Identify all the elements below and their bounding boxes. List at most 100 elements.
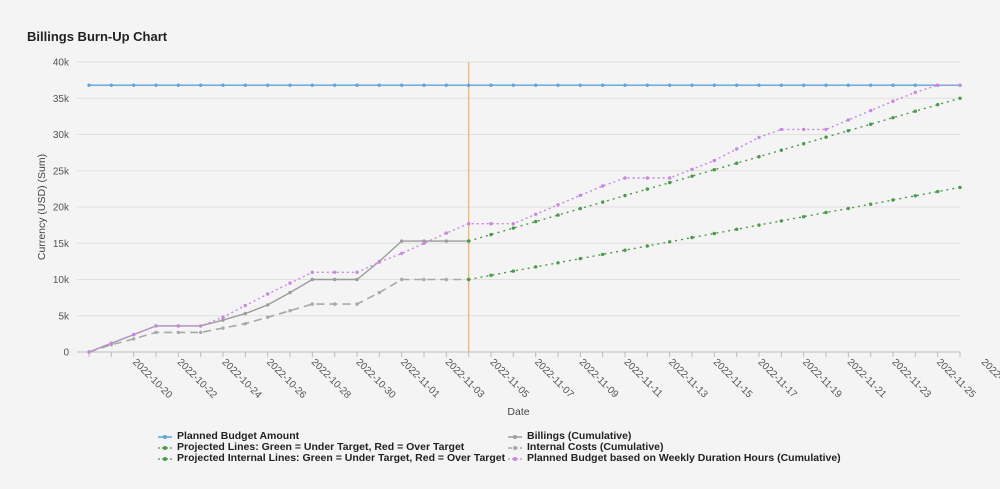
data-point xyxy=(534,219,538,224)
data-point xyxy=(467,222,471,226)
legend-item-internal-costs[interactable]: Internal Costs (Cumulative) xyxy=(508,441,664,453)
data-point xyxy=(779,219,783,223)
data-point xyxy=(444,239,448,243)
data-point xyxy=(958,96,962,101)
data-point xyxy=(824,135,828,139)
x-tick-label: 2022-10-30 xyxy=(353,357,397,401)
data-point xyxy=(891,83,895,87)
y-tick-label: 5k xyxy=(58,311,70,322)
data-point xyxy=(132,332,136,337)
data-point xyxy=(668,83,672,87)
data-point xyxy=(511,222,515,226)
data-point xyxy=(310,270,314,274)
y-tick-label: 25k xyxy=(53,166,70,177)
data-point xyxy=(221,83,225,87)
x-tick-label: 2022-11-09 xyxy=(577,357,621,401)
data-point xyxy=(802,215,806,219)
data-point xyxy=(154,324,158,328)
data-point xyxy=(913,83,917,87)
data-point xyxy=(377,260,381,264)
legend-swatch xyxy=(158,443,172,451)
legend-item-planned-budget[interactable]: Planned Budget Amount xyxy=(158,430,299,442)
data-point xyxy=(668,180,672,185)
legend-label: Planned Budget Amount xyxy=(177,430,300,442)
data-point xyxy=(601,184,605,188)
data-point xyxy=(712,83,716,87)
data-point xyxy=(489,222,493,226)
data-point xyxy=(511,83,515,87)
data-point xyxy=(310,302,314,306)
data-point xyxy=(109,83,114,87)
data-point xyxy=(757,223,761,227)
data-point xyxy=(891,198,895,202)
data-point xyxy=(891,116,895,120)
data-point xyxy=(690,167,694,171)
data-point xyxy=(869,83,873,87)
legend-swatch xyxy=(158,454,172,462)
y-tick-label: 15k xyxy=(53,239,70,250)
series-projected-billings xyxy=(468,97,961,242)
data-point xyxy=(243,311,247,316)
data-point xyxy=(757,135,761,140)
legend-swatch xyxy=(158,432,172,440)
series-internal-costs xyxy=(88,278,469,353)
data-point xyxy=(757,83,761,87)
data-point xyxy=(310,83,314,87)
data-point xyxy=(846,83,850,87)
data-point xyxy=(556,261,560,265)
data-point xyxy=(757,155,761,159)
data-point xyxy=(467,277,471,282)
data-point xyxy=(578,256,582,261)
data-point xyxy=(243,83,247,87)
data-point xyxy=(690,174,694,178)
data-point xyxy=(824,83,828,87)
data-point xyxy=(534,265,538,269)
data-point xyxy=(176,83,180,87)
data-point xyxy=(266,83,270,87)
legend-item-projected-internal-lines[interactable]: Projected Internal Lines: Green = Under … xyxy=(158,452,505,464)
data-point xyxy=(132,337,136,341)
data-point xyxy=(534,83,538,87)
x-tick-label: 2022-11-05 xyxy=(487,357,531,401)
data-point xyxy=(712,168,716,172)
data-point xyxy=(913,194,917,198)
data-point xyxy=(645,176,649,180)
data-point xyxy=(199,83,203,87)
y-tick-label: 10k xyxy=(53,275,70,286)
data-point xyxy=(400,277,404,282)
data-point xyxy=(936,83,940,87)
x-axis-title: Date xyxy=(507,406,529,418)
data-point xyxy=(869,202,873,206)
data-point xyxy=(824,210,828,215)
data-point xyxy=(623,248,627,252)
y-tick-label: 20k xyxy=(53,203,70,214)
x-tick-label: 2022-11-07 xyxy=(532,357,576,401)
x-tick-label: 2022-10-26 xyxy=(264,357,308,401)
legend-item-billings[interactable]: Billings (Cumulative) xyxy=(508,430,631,442)
data-point xyxy=(444,277,448,282)
data-point xyxy=(869,108,873,113)
data-point xyxy=(266,315,270,319)
data-point xyxy=(936,103,940,107)
data-point xyxy=(824,127,828,132)
data-point xyxy=(467,239,471,243)
data-point xyxy=(645,83,649,87)
legend-item-projected-lines[interactable]: Projected Lines: Green = Under Target, R… xyxy=(158,441,464,453)
data-point xyxy=(288,290,292,295)
data-point xyxy=(578,206,582,211)
x-tick-label: 2022-11-15 xyxy=(711,357,755,401)
data-point xyxy=(176,324,180,328)
x-tick-label: 2022-11-19 xyxy=(800,357,844,401)
legend-label: Projected Lines: Green = Under Target, R… xyxy=(177,441,465,453)
data-point xyxy=(712,158,716,163)
legend-item-weekly-duration[interactable]: Planned Budget based on Weekly Duration … xyxy=(508,452,841,464)
data-point xyxy=(779,127,783,132)
data-point xyxy=(266,292,270,296)
data-point xyxy=(735,161,739,165)
legend-label: Internal Costs (Cumulative) xyxy=(527,441,664,453)
data-point xyxy=(176,330,180,335)
data-point xyxy=(936,189,940,194)
x-tick-label: 2022-10-22 xyxy=(175,357,219,401)
